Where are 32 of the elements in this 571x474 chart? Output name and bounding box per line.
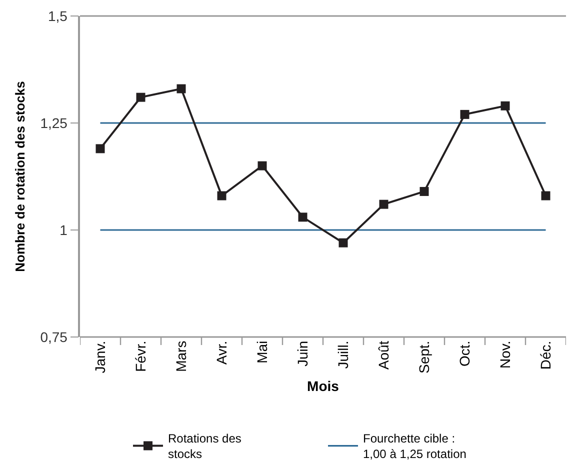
y-axis-title: Nombre de rotation des stocks xyxy=(12,81,28,272)
point xyxy=(258,161,267,170)
point xyxy=(338,238,348,248)
x-tick-label: Nov. xyxy=(496,340,513,369)
point xyxy=(298,212,308,222)
point xyxy=(379,200,388,209)
x-tick-label: Déc. xyxy=(537,340,554,370)
y-tick-label: 0,75 xyxy=(40,328,68,345)
x-tick-label: Sept. xyxy=(416,340,432,374)
point xyxy=(217,191,226,200)
legend-label: Rotations des stocks xyxy=(168,432,242,462)
point xyxy=(460,110,470,119)
x-tick-label: Avr. xyxy=(213,340,230,365)
x-tick-label: Mars xyxy=(172,340,189,372)
x-tick-label: Août xyxy=(375,340,392,370)
point xyxy=(541,191,550,200)
x-axis-title: Mois xyxy=(307,378,340,394)
point xyxy=(96,144,105,154)
x-tick-label: Juin xyxy=(294,340,310,366)
point xyxy=(500,101,510,110)
y-tick-label: 1 xyxy=(60,222,68,238)
y-tick-label: 1,25 xyxy=(40,114,68,131)
point xyxy=(420,186,429,196)
x-tick-label: Janv. xyxy=(92,340,108,374)
x-tick-label: Oct. xyxy=(456,340,472,366)
point xyxy=(136,92,146,102)
legend-label: Fourchette cible : 1,00 à 1,25 rotation xyxy=(363,432,466,462)
x-tick-label: Mai xyxy=(254,340,270,364)
x-tick-label: Févr. xyxy=(132,340,148,372)
y-tick-label: 1,5 xyxy=(48,8,68,24)
point xyxy=(176,84,186,94)
x-tick-label: Juill. xyxy=(334,340,351,369)
